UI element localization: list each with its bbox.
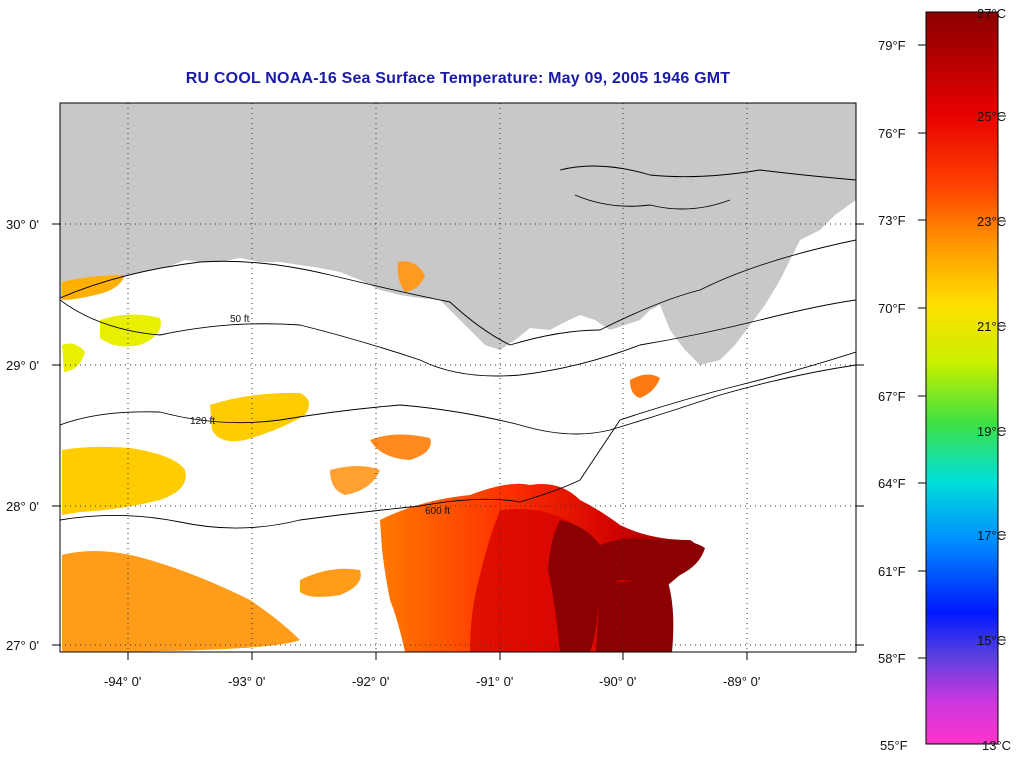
lon-label-92: -92° 0' — [352, 674, 389, 689]
sst-yellow-patches — [62, 275, 309, 515]
lon-label-90: -90° 0' — [599, 674, 636, 689]
colorbar-f-61: 61°F — [878, 564, 906, 579]
lat-label-28: 28° 0' — [6, 499, 39, 514]
colorbar-f-73: 73°F — [878, 213, 906, 228]
sst-darkred-tail — [596, 580, 674, 652]
colorbar-f-64: 64°F — [878, 476, 906, 491]
bathymetry-contours — [60, 165, 856, 529]
lat-label-27: 27° 0' — [6, 638, 39, 653]
contour-label-50ft: 50 ft — [230, 314, 250, 325]
colorbar-c-23: 23°C — [977, 214, 1006, 229]
contour-label-600ft: 600 ft — [425, 506, 450, 517]
colorbar-c-15: 15°C — [977, 633, 1006, 648]
sst-warm-bits — [630, 374, 660, 398]
lon-label-89: -89° 0' — [723, 674, 760, 689]
land-mass — [60, 103, 856, 365]
colorbar-ticks — [918, 44, 1006, 659]
lat-label-30: 30° 0' — [6, 217, 39, 232]
colorbar-c-19: 19°C — [977, 424, 1006, 439]
colorbar-f-79: 79°F — [878, 38, 906, 53]
sst-orange-patches — [62, 261, 431, 652]
colorbar-f-58: 58°F — [878, 651, 906, 666]
map-ticks — [52, 223, 864, 660]
colorbar-c-21: 21°C — [977, 319, 1006, 334]
map-frame — [59, 102, 857, 653]
colorbar-c-13: 13°C — [982, 738, 1011, 753]
map-title: RU COOL NOAA-16 Sea Surface Temperature:… — [185, 70, 731, 87]
colorbar-c-17: 17°C — [977, 528, 1006, 543]
lon-label-94: -94° 0' — [104, 674, 141, 689]
colorbar-f-67: 67°F — [878, 389, 906, 404]
colorbar — [925, 11, 999, 745]
contour-label-120ft: 120 ft — [190, 416, 215, 427]
sst-darkred-region — [548, 520, 705, 652]
colorbar-c-27: 27°C — [977, 6, 1006, 21]
lon-label-91: -91° 0' — [476, 674, 513, 689]
colorbar-c-25: 25°C — [977, 109, 1006, 124]
lon-label-93: -93° 0' — [228, 674, 265, 689]
lat-label-29: 29° 0' — [6, 358, 39, 373]
colorbar-f-76: 76°F — [878, 126, 906, 141]
colorbar-f-70: 70°F — [878, 301, 906, 316]
colorbar-f-55: 55°F — [880, 738, 908, 753]
